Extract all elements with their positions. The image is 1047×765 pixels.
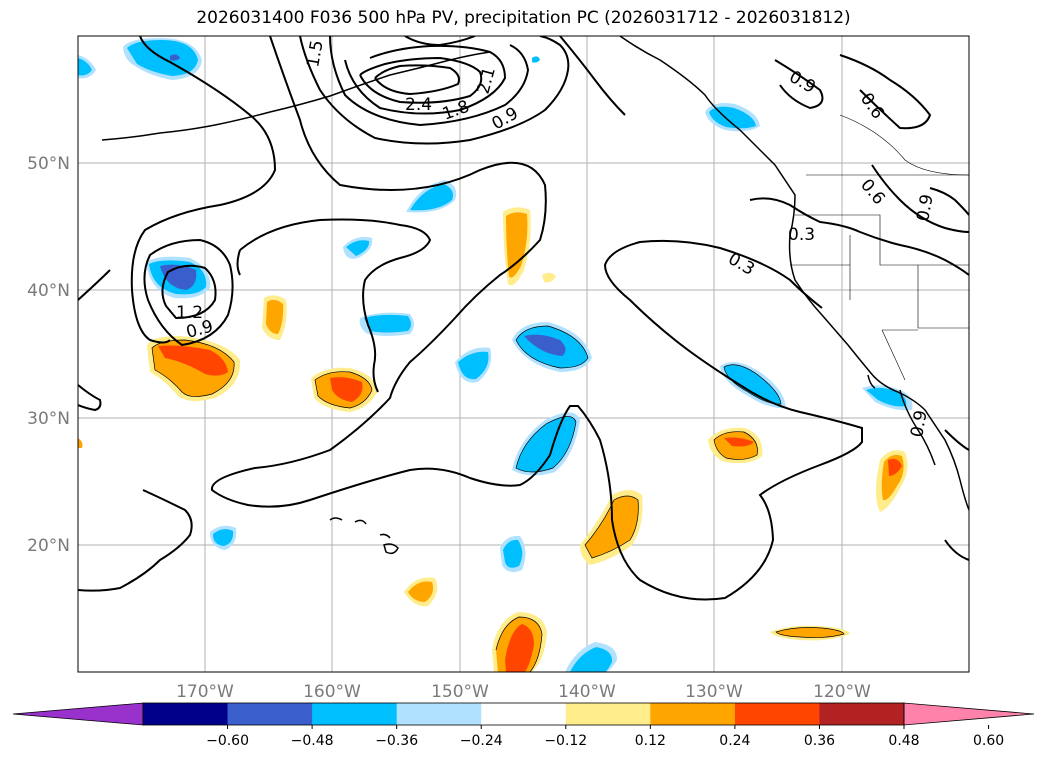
precip-negative-patches — [78, 38, 913, 672]
precip-outlines — [151, 325, 845, 672]
colorbar-tick-label: 0.60 — [973, 733, 1004, 749]
colorbar-segments — [13, 703, 1034, 725]
colorbar-tick-label: −0.36 — [375, 733, 418, 749]
colorbar-segment — [734, 703, 820, 725]
lat-label: 40°N — [27, 281, 70, 301]
colorbar-tick-label: −0.60 — [206, 733, 249, 749]
colorbar-tick-label: 0.12 — [635, 733, 666, 749]
contour-label: 0.3 — [788, 225, 815, 245]
map-title: 2026031400 F036 500 hPa PV, precipitatio… — [196, 8, 851, 28]
lon-label: 120°W — [813, 682, 871, 702]
longitude-labels: 170°W 160°W 150°W 140°W 130°W 120°W — [176, 682, 871, 702]
colorbar-segment — [904, 703, 1034, 725]
contour-label: 2.4 — [405, 95, 432, 115]
borders — [790, 114, 969, 381]
contour-label: 0.9 — [489, 103, 522, 134]
colorbar-segment — [143, 703, 229, 725]
contour-label: 1.5 — [303, 39, 327, 69]
contour-label: 1.2 — [176, 303, 203, 323]
map-frame — [77, 35, 970, 673]
colorbar-tick-label: 0.48 — [888, 733, 919, 749]
lon-label: 140°W — [558, 682, 616, 702]
lon-label: 170°W — [176, 682, 234, 702]
colorbar-segment — [13, 703, 143, 725]
colorbar-frame — [142, 702, 905, 726]
lat-label: 20°N — [27, 536, 70, 556]
lon-label: 130°W — [685, 682, 743, 702]
contour-label: 0.6 — [856, 89, 888, 123]
colorbar-tick-label: −0.12 — [544, 733, 587, 749]
colorbar-segment — [481, 703, 567, 725]
lat-label: 30°N — [27, 409, 70, 429]
colorbar: −0.60 −0.48 −0.36 −0.24 −0.12 0.12 0.24 0.36 0.4… — [12, 702, 1035, 749]
colorbar-segment — [819, 703, 905, 725]
colorbar-ticks: −0.60 −0.48 −0.36 −0.24 −0.12 0.12 0.24 0.36 0.4… — [206, 725, 1004, 749]
contour-label: 0.9 — [786, 67, 819, 98]
lon-label: 150°W — [431, 682, 489, 702]
colorbar-segment — [565, 703, 651, 725]
coastlines — [101, 36, 969, 555]
lat-label: 50°N — [27, 154, 70, 174]
colorbar-segment — [650, 703, 736, 725]
contour-label: 0.9 — [907, 409, 931, 439]
latitude-labels: 50°N 40°N 30°N 20°N — [27, 154, 70, 556]
colorbar-tick-label: −0.48 — [291, 733, 334, 749]
map-plot-area: 2.4 1.8 2.1 0.9 1.5 1.2 0.9 0.9 0.6 0.6 … — [78, 36, 969, 672]
contour-label: 0.9 — [913, 193, 937, 223]
colorbar-tick-label: −0.24 — [460, 733, 503, 749]
pv-contours — [78, 36, 969, 601]
contour-label: 0.3 — [725, 249, 758, 280]
lon-label: 160°W — [303, 682, 361, 702]
colorbar-segment — [312, 703, 398, 725]
colorbar-tick-label: 0.36 — [804, 733, 835, 749]
colorbar-segment — [396, 703, 482, 725]
colorbar-segment — [227, 703, 313, 725]
colorbar-tick-label: 0.24 — [719, 733, 750, 749]
